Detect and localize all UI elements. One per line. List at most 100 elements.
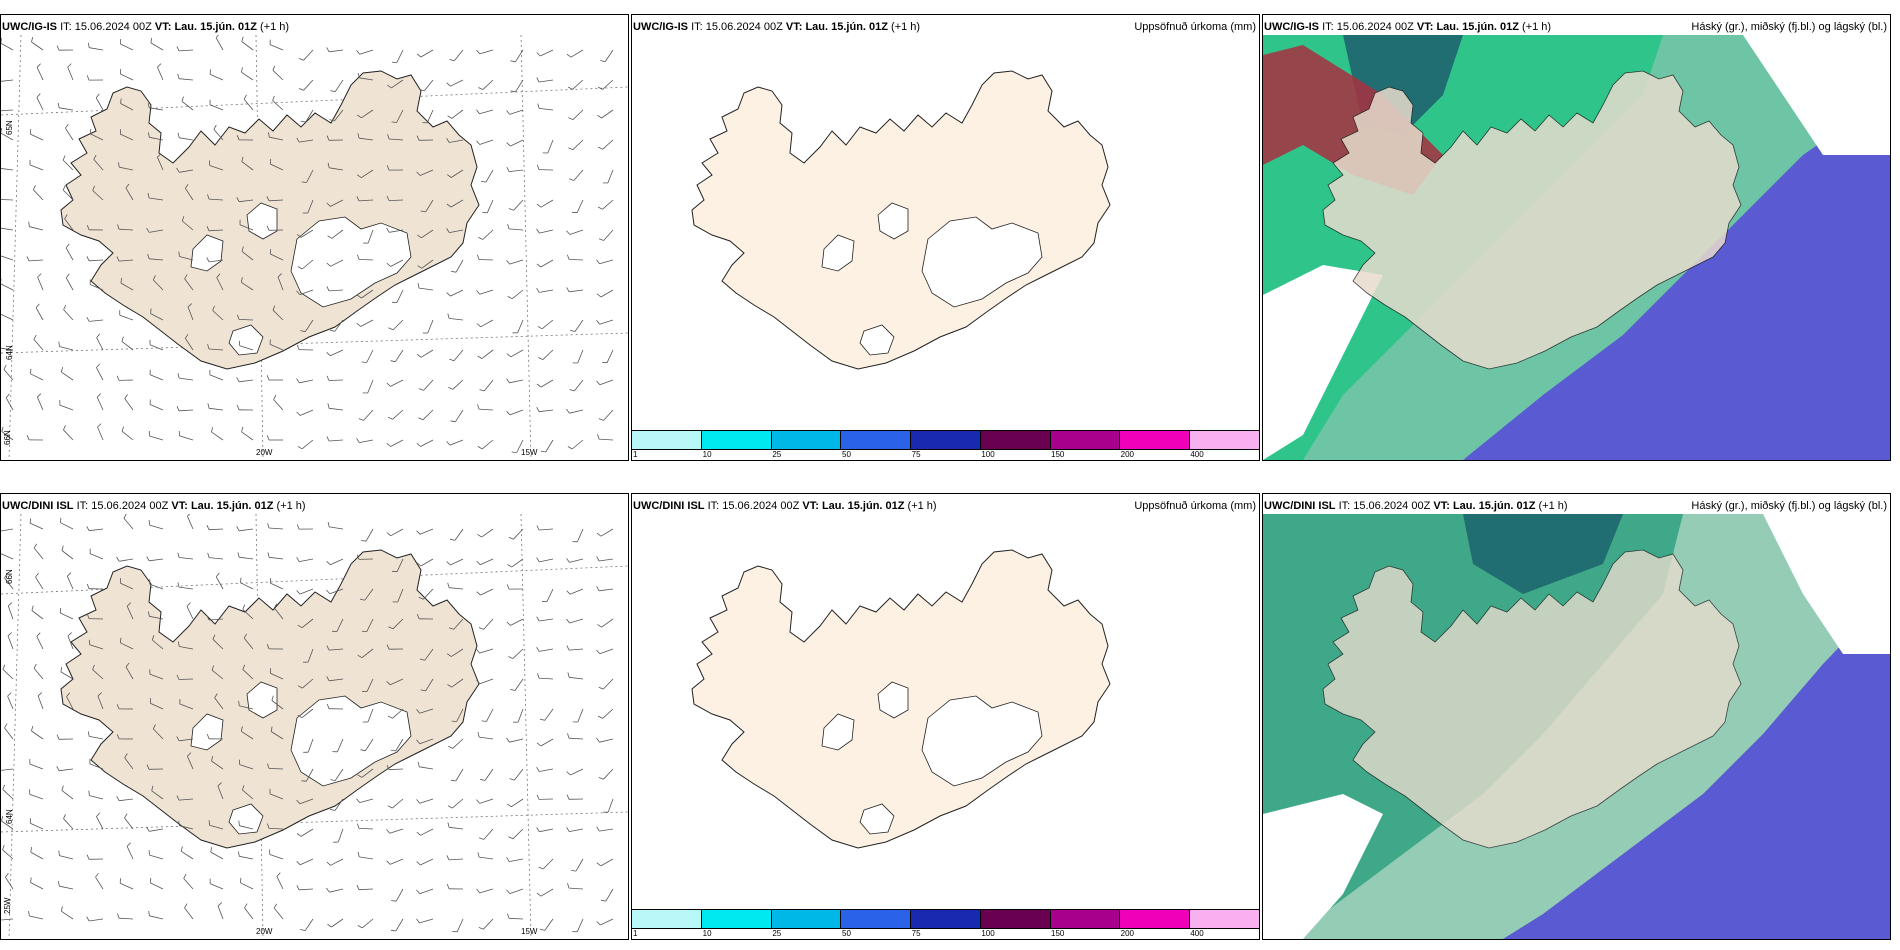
wind-barb	[479, 856, 494, 860]
wind-barb-flag	[266, 644, 270, 650]
wind-barb-flag	[359, 598, 365, 601]
wind-barb-flag	[296, 378, 300, 384]
wind-barb	[269, 344, 284, 351]
wind-barb-flag	[446, 203, 452, 208]
wind-barb-flag	[66, 692, 71, 697]
wind-barb	[478, 259, 494, 261]
wind-barb-flag	[33, 334, 37, 340]
wind-barb-flag	[506, 353, 512, 358]
wind-barb-flag	[567, 733, 570, 739]
wind-barb-flag	[58, 341, 60, 347]
wind-barb	[184, 188, 194, 201]
wind-barb-flag	[539, 718, 545, 721]
wind-barb-flag	[536, 383, 542, 388]
wind-barb-flag	[567, 672, 570, 678]
wind-barb-flag	[237, 314, 240, 320]
wind-barb	[367, 229, 374, 244]
wind-barb	[183, 878, 194, 890]
wind-barb	[209, 407, 224, 411]
wind-barb-flag	[566, 827, 570, 832]
wind-barb-flag	[5, 872, 9, 878]
wind-barb	[419, 918, 434, 924]
wind-barb	[366, 618, 374, 632]
wind-barb-flag	[478, 87, 484, 90]
wind-barb	[542, 349, 554, 360]
wind-barb-flag	[326, 352, 331, 357]
wind-barb	[390, 439, 404, 447]
wind-barb	[61, 371, 74, 381]
wind-barb	[302, 678, 314, 689]
wind-barb	[603, 229, 614, 241]
wind-barb	[396, 558, 404, 572]
wind-barb	[330, 858, 344, 866]
wind-barb-flag	[416, 799, 421, 804]
wind-barb	[453, 618, 464, 630]
wind-barb	[126, 606, 134, 620]
wind-barb-flag	[357, 823, 360, 829]
wind-barb	[390, 528, 404, 537]
wind-barb-flag	[28, 910, 30, 917]
wind-barb	[456, 918, 464, 932]
wind-barb-flag	[357, 254, 360, 260]
legend-label: 10	[702, 450, 712, 459]
wind-barb	[336, 618, 344, 632]
wind-barb-flag	[506, 621, 511, 626]
wind-barb-flag	[478, 927, 484, 930]
wind-barb-flag	[388, 327, 394, 331]
wind-barb-flag	[266, 225, 270, 231]
wind-barb-flag	[476, 290, 481, 295]
wind-barb-flag	[329, 119, 335, 122]
wind-barb	[389, 858, 404, 865]
wind-barb	[542, 858, 554, 870]
wind-barb	[388, 768, 404, 771]
wind-barb	[240, 582, 254, 590]
wind-barb-flag	[506, 378, 510, 384]
wind-barb	[483, 828, 494, 840]
wind-barb	[420, 439, 434, 447]
wind-barb	[419, 287, 434, 291]
wind-barb-flag	[297, 685, 303, 689]
wind-barb	[450, 289, 464, 297]
wind-barb-flag	[126, 842, 131, 847]
wind-barb	[419, 798, 434, 804]
wind-barb-flag	[596, 737, 600, 743]
wind-barb-flag	[116, 796, 120, 801]
wind-barb	[388, 199, 404, 201]
wind-barb-flag	[477, 446, 483, 450]
wind-barb-flag	[476, 49, 480, 55]
wind-barb-flag	[116, 375, 120, 381]
wind-barb-flag	[417, 234, 422, 239]
wind-barb-flag	[86, 613, 90, 619]
wind-barb-flag	[447, 822, 450, 828]
wind-barb	[515, 79, 524, 93]
wind-barb-map	[1, 35, 628, 460]
wind-barb	[358, 199, 374, 202]
wind-barb-flag	[276, 872, 281, 877]
wind-barb	[149, 344, 164, 351]
wind-barb-flag	[7, 632, 12, 637]
wind-barb	[427, 319, 434, 334]
wind-barb-flag	[273, 603, 278, 609]
wind-barb-flag	[296, 590, 301, 595]
wind-barb	[178, 409, 194, 412]
wind-barb	[569, 409, 584, 414]
wind-barb-flag	[327, 923, 332, 928]
wind-barb-flag	[356, 322, 361, 327]
wind-barb-flag	[536, 164, 540, 170]
wind-barb-flag	[326, 561, 331, 566]
wind-barb	[359, 49, 374, 55]
precip-panel-row1: UWC/IG-IS IT: 15.06.2024 00Z VT: Lau. 15…	[631, 14, 1260, 461]
wind-barb	[1, 768, 14, 771]
wind-barb-flag	[357, 294, 362, 299]
wind-barb	[30, 822, 44, 830]
wind-barb-flag	[450, 779, 456, 782]
wind-barb-flag	[536, 77, 540, 83]
wind-barb	[576, 199, 584, 213]
precip-title: Uppsöfnuð úrkoma (mm)	[1134, 500, 1256, 512]
wind-barb	[509, 379, 524, 384]
wind-barb	[568, 887, 584, 890]
wind-barb	[120, 103, 134, 111]
wind-barb-flag	[86, 256, 90, 261]
wind-barb	[92, 190, 104, 201]
wind-barb	[569, 828, 584, 832]
